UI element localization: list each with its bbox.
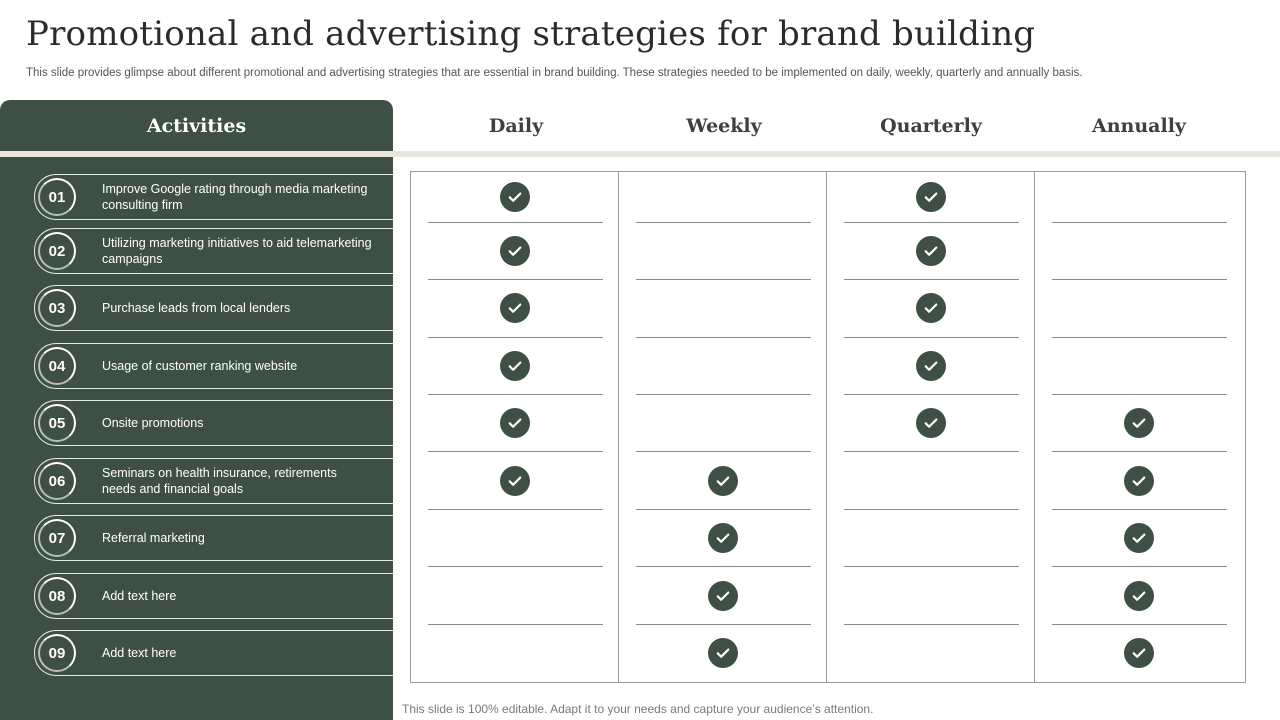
row-separator [1052,337,1227,338]
activities-header: Activities [146,114,247,137]
row-separator [636,509,811,510]
activity-number-badge: 05 [38,404,76,442]
row-separator [1052,222,1227,223]
check-circle-icon [500,466,530,496]
activity-row: 02 Utilizing marketing initiatives to aid… [34,228,393,274]
row-separator [428,337,603,338]
check-circle-icon [708,638,738,668]
grid-divider [618,171,619,683]
row-separator [428,624,603,625]
check-circle-icon [1124,638,1154,668]
row-separator [428,279,603,280]
row-separator [844,509,1019,510]
activity-label: Utilizing marketing initiatives to aid t… [102,236,372,266]
activity-label: Purchase leads from local lenders [102,301,291,315]
column-header-weekly: Weekly [686,114,762,137]
check-circle-icon [1124,581,1154,611]
activity-row: 03 Purchase leads from local lenders [34,285,393,331]
check-circle-icon [500,408,530,438]
check-circle-icon [500,236,530,266]
activity-label: Add text here [102,646,177,660]
check-circle-icon [500,351,530,381]
row-separator [636,394,811,395]
check-circle-icon [1124,523,1154,553]
grid-divider [826,171,827,683]
activity-label: Seminars on health insurance, retirement… [102,466,337,496]
row-separator [1052,566,1227,567]
row-separator [636,222,811,223]
activity-label: Add text here [102,589,177,603]
row-separator [636,624,811,625]
row-separator [844,279,1019,280]
activity-row: 05 Onsite promotions [34,400,393,446]
activity-label: Usage of customer ranking website [102,359,298,373]
check-circle-icon [708,523,738,553]
check-circle-icon [916,351,946,381]
page-title: Promotional and advertising strategies f… [26,14,1036,54]
check-circle-icon [708,466,738,496]
activity-label: Improve Google rating through media mark… [102,182,368,212]
activity-number-badge: 06 [38,462,76,500]
row-separator [844,394,1019,395]
activity-number-badge: 03 [38,289,76,327]
activity-row: 08 Add text here [34,573,393,619]
activity-number-badge: 07 [38,519,76,557]
check-circle-icon [500,293,530,323]
row-separator [1052,509,1227,510]
check-circle-icon [1124,408,1154,438]
column-header-quarterly: Quarterly [880,114,982,137]
row-separator [636,566,811,567]
grid-divider [1034,171,1035,683]
row-separator [844,337,1019,338]
schedule-grid [410,171,1246,683]
activity-label: Onsite promotions [102,416,204,430]
row-separator [428,451,603,452]
row-separator [428,509,603,510]
activity-number-badge: 02 [38,232,76,270]
check-circle-icon [916,182,946,212]
row-separator [428,566,603,567]
activity-number-badge: 08 [38,577,76,615]
activity-number-badge: 04 [38,347,76,385]
check-circle-icon [916,408,946,438]
activity-row: 01 Improve Google rating through media ma… [34,174,393,220]
row-separator [844,222,1019,223]
row-separator [1052,451,1227,452]
row-separator [1052,394,1227,395]
activity-number-badge: 09 [38,634,76,672]
row-separator [636,279,811,280]
activity-number-badge: 01 [38,178,76,216]
check-circle-icon [708,581,738,611]
row-separator [428,222,603,223]
activity-row: 09 Add text here [34,630,393,676]
row-separator [636,451,811,452]
footer-note: This slide is 100% editable. Adapt it to… [402,702,874,716]
row-separator [844,566,1019,567]
header-separator [0,151,1280,157]
activity-row: 06 Seminars on health insurance, retireme… [34,458,393,504]
check-circle-icon [500,182,530,212]
row-separator [844,451,1019,452]
row-separator [428,394,603,395]
activity-row: 04 Usage of customer ranking website [34,343,393,389]
check-circle-icon [916,293,946,323]
page-subtitle: This slide provides glimpse about differ… [26,67,1083,79]
column-header-daily: Daily [488,114,544,137]
row-separator [844,624,1019,625]
activity-label: Referral marketing [102,531,205,545]
check-circle-icon [1124,466,1154,496]
row-separator [1052,279,1227,280]
check-circle-icon [916,236,946,266]
row-separator [1052,624,1227,625]
activity-row: 07 Referral marketing [34,515,393,561]
row-separator [636,337,811,338]
column-header-annually: Annually [1092,114,1186,137]
